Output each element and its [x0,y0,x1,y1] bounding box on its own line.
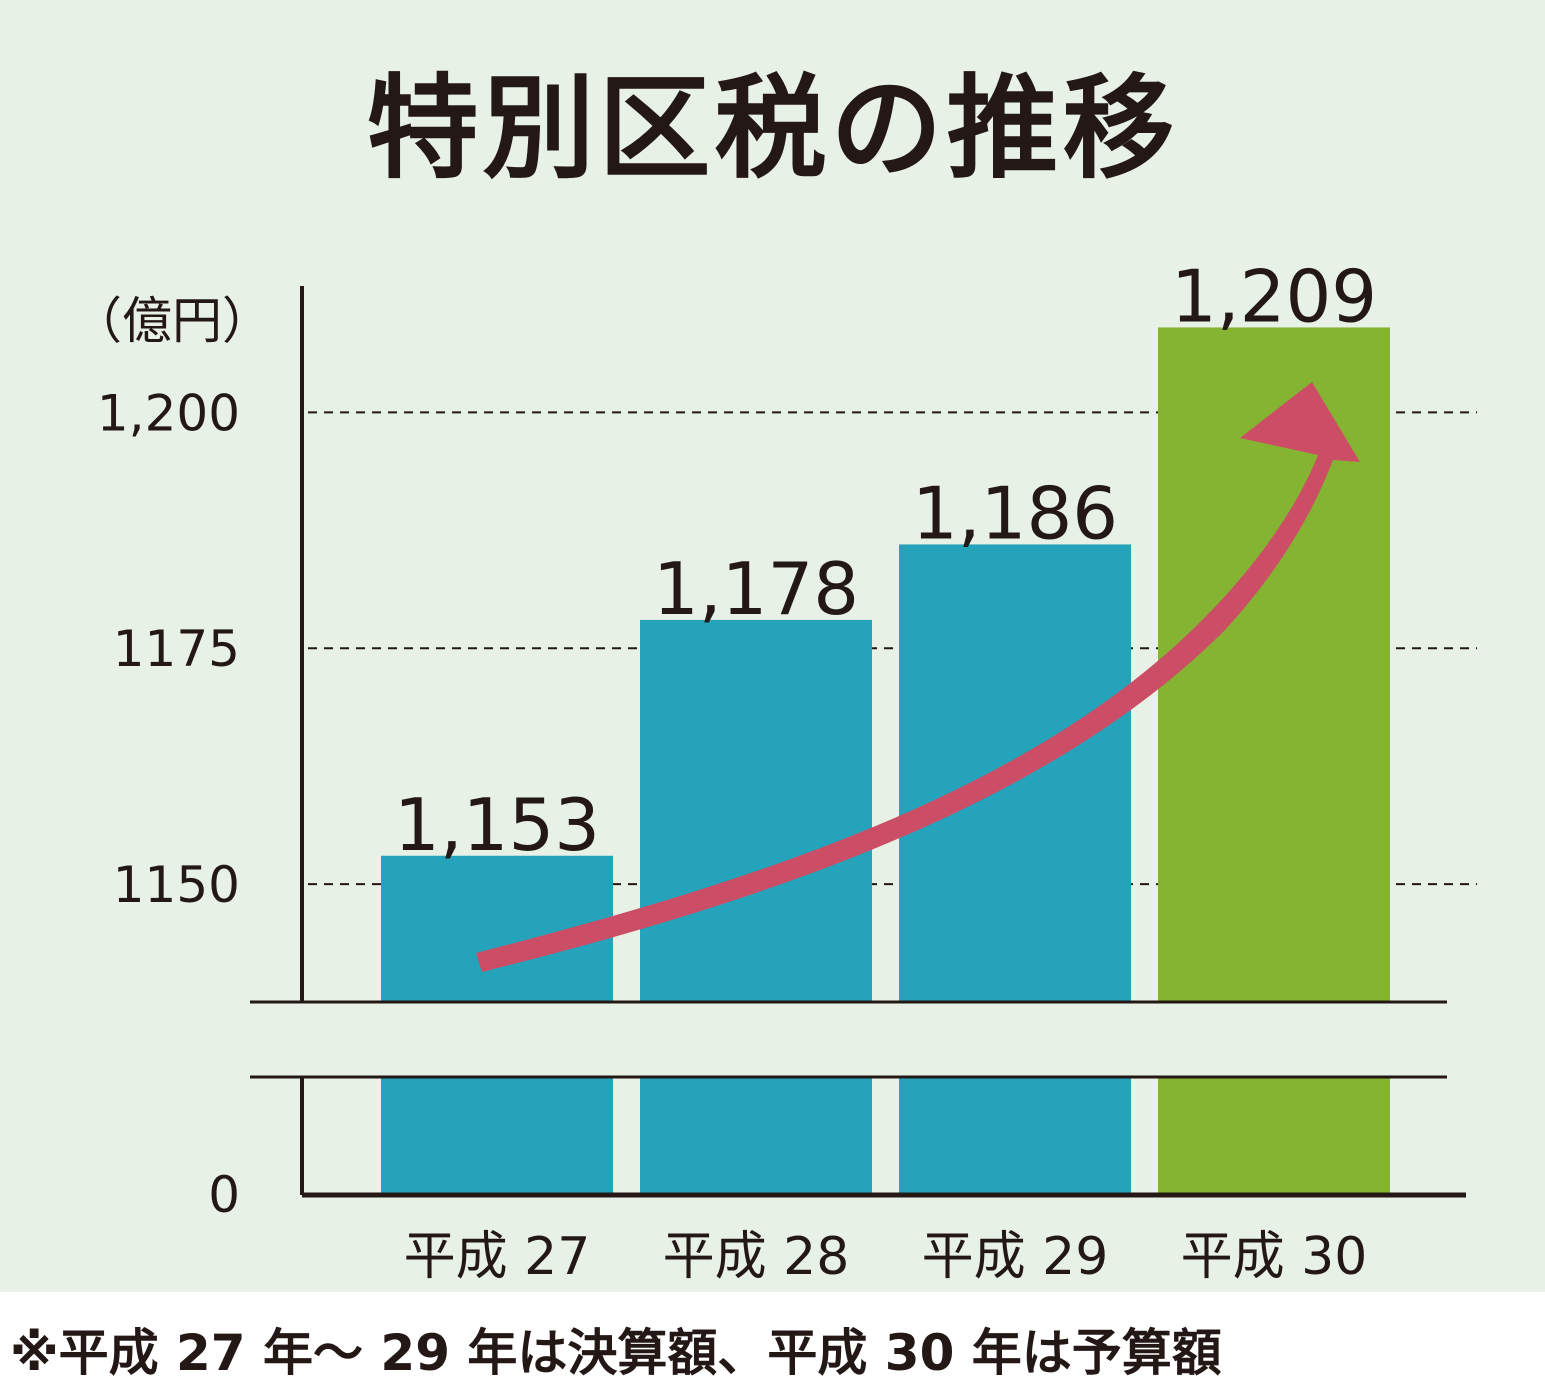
y-tick-label-1150: 1150 [113,856,240,914]
y-unit-label: （億円） [72,292,272,350]
y-tick-label-1200: 1,200 [97,384,240,442]
y-tick-label-0: 0 [208,1166,240,1224]
footnote: ※平成 27 年〜 29 年は決算額、平成 30 年は予算額 [10,1324,1222,1382]
trend-arrow [476,382,1360,972]
x-tick-label-1: 平成 27 [404,1227,591,1287]
y-tick-label-1175: 1175 [113,620,240,678]
data-label-3: 1,186 [912,471,1118,555]
chart-plot: （億円） 1150 1175 1,200 0 1,153 1,178 1,186 1,209 平成… [72,254,1477,1287]
x-tick-label-2: 平成 28 [663,1227,850,1287]
trend-arrow-shape [476,382,1360,972]
axes [250,286,1466,1198]
bar-base-2 [640,1077,872,1195]
x-tick-label-4: 平成 30 [1181,1227,1368,1287]
bar-base-1 [381,1077,613,1195]
bars-lower-segment [381,1077,1390,1195]
data-label-2: 1,178 [653,547,859,631]
bar-2 [640,619,872,1002]
bar-base-3 [899,1077,1131,1195]
x-tick-label-3: 平成 29 [922,1227,1109,1287]
bars-upper-segment [381,327,1390,1003]
data-label-1: 1,153 [394,783,600,867]
chart-title: 特別区税の推移 [366,64,1179,194]
bar-base-4 [1158,1077,1390,1195]
labels: （億円） 1150 1175 1,200 0 1,153 1,178 1,186 1,209 平成… [72,254,1377,1287]
data-label-4: 1,209 [1171,254,1377,338]
